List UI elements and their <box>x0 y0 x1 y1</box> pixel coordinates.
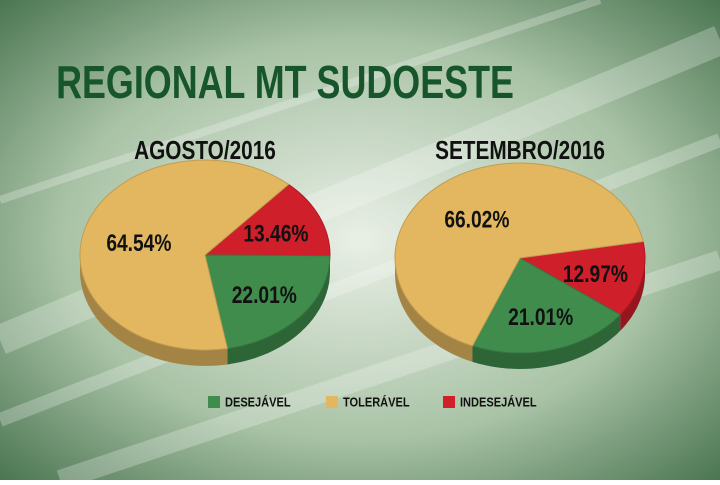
pie-slice <box>518 240 646 316</box>
pie-slice <box>203 183 331 257</box>
data-label: 21.01% <box>508 303 573 331</box>
pie-slice <box>394 162 644 347</box>
pie-side <box>472 314 621 369</box>
page-title: REGIONAL MT SUDOESTE <box>56 57 514 108</box>
legend-label: TOLERÁVEL <box>343 394 410 410</box>
data-label: 66.02% <box>444 206 509 234</box>
legend-swatch <box>443 396 455 408</box>
data-label: 12.97% <box>563 260 628 288</box>
pie-side <box>227 255 330 365</box>
legend-swatch <box>326 396 338 408</box>
pie-slice <box>204 254 331 350</box>
data-label: 64.54% <box>106 229 171 257</box>
legend: DESEJÁVEL TOLERÁVEL INDESEJÁVEL <box>208 394 537 410</box>
legend-label: INDESEJÁVEL <box>460 394 537 410</box>
legend-swatch <box>208 396 220 408</box>
data-label: 22.01% <box>232 281 297 309</box>
data-label: 13.46% <box>243 220 308 248</box>
legend-label: DESEJÁVEL <box>225 394 291 410</box>
pie-side <box>395 258 473 362</box>
chart-title: SETEMBRO/2016 <box>435 136 605 165</box>
pie-side <box>620 258 645 331</box>
pie-slice <box>79 159 290 351</box>
pie-side <box>80 255 228 366</box>
pie-slice <box>471 257 622 354</box>
